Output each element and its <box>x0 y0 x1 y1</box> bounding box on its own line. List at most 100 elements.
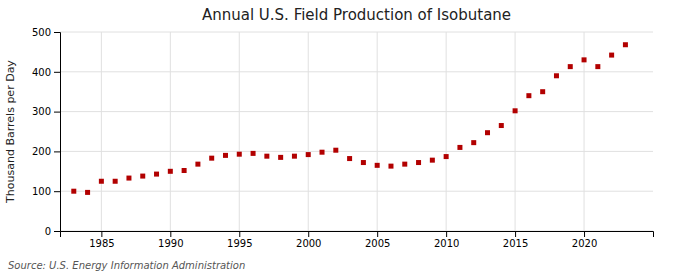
y-axis: 0 100 200 300 400 500 <box>32 27 61 237</box>
x-tick: 2005 <box>365 231 390 249</box>
point <box>154 172 159 177</box>
y-grid-line <box>60 71 653 72</box>
points <box>71 42 628 195</box>
x-tick: 1990 <box>158 231 183 249</box>
x-tick-label: 2010 <box>434 238 459 249</box>
grid <box>60 32 653 231</box>
y-tick-label: 300 <box>32 106 51 117</box>
chart-container: 1985 1990 1995 2000 2005 2010 2015 2020 0 100 200 3… <box>0 0 675 275</box>
point <box>430 158 435 163</box>
y-axis-title: Thousand Barrels per Day <box>4 60 17 204</box>
y-tick-label: 0 <box>45 226 51 237</box>
y-tick-label: 100 <box>32 186 51 197</box>
x-tick-mark <box>584 231 585 237</box>
point <box>85 190 90 195</box>
x-grid-line <box>308 32 309 231</box>
y-tick: 200 <box>32 146 60 157</box>
y-tick-label: 500 <box>32 27 51 38</box>
x-grid-line <box>446 32 447 231</box>
x-tick: 2000 <box>296 231 321 249</box>
x-tick-mark <box>170 231 171 237</box>
x-tick-label: 2005 <box>365 238 390 249</box>
point <box>402 162 407 167</box>
point <box>99 179 104 184</box>
x-tick: 2020 <box>572 231 597 249</box>
x-tick-label: 1985 <box>89 238 114 249</box>
x-tick: 1985 <box>89 231 114 249</box>
y-grid-line <box>60 191 653 192</box>
point <box>278 155 283 160</box>
point <box>292 154 297 159</box>
point <box>347 156 352 161</box>
y-tick-mark <box>54 191 60 192</box>
point <box>444 154 449 159</box>
x-tick: 2010 <box>434 231 459 249</box>
point <box>526 93 531 98</box>
x-grid-line <box>239 32 240 231</box>
x-tick-mark <box>239 231 240 237</box>
y-grid-line <box>60 32 653 33</box>
x-tick-label: 1990 <box>158 238 183 249</box>
y-tick: 400 <box>32 67 60 78</box>
point <box>71 189 76 194</box>
plot-area: 1985 1990 1995 2000 2005 2010 2015 2020 0 100 200 3… <box>32 27 654 249</box>
point <box>513 108 518 113</box>
x-axis: 1985 1990 1995 2000 2005 2010 2015 2020 <box>61 231 654 249</box>
y-tick-label: 400 <box>32 67 51 78</box>
x-tick-mark <box>101 231 102 237</box>
point <box>361 160 366 165</box>
chart-svg: 1985 1990 1995 2000 2005 2010 2015 2020 0 100 200 3… <box>0 0 675 275</box>
point <box>223 153 228 158</box>
point <box>237 152 242 157</box>
point <box>416 160 421 165</box>
y-tick-mark <box>54 32 60 33</box>
point <box>540 89 545 94</box>
y-tick: 500 <box>32 27 60 38</box>
point <box>209 156 214 161</box>
point <box>375 163 380 168</box>
y-tick-mark <box>54 72 60 73</box>
x-grid-line <box>377 32 378 231</box>
x-axis-line <box>61 232 654 238</box>
point <box>582 57 587 62</box>
point <box>554 73 559 78</box>
y-tick: 0 <box>45 226 60 237</box>
y-tick: 300 <box>32 106 60 117</box>
x-tick-label: 1995 <box>227 238 252 249</box>
y-tick-mark <box>54 151 60 152</box>
point <box>306 152 311 157</box>
point <box>457 145 462 150</box>
point <box>609 53 614 58</box>
point <box>140 174 145 179</box>
y-tick: 100 <box>32 186 60 197</box>
point <box>195 162 200 167</box>
point <box>568 64 573 69</box>
point <box>168 169 173 174</box>
point <box>113 179 118 184</box>
point <box>623 42 628 47</box>
point <box>182 168 187 173</box>
x-tick-mark <box>377 231 378 237</box>
y-tick-label: 200 <box>32 146 51 157</box>
x-grid-line <box>101 32 102 231</box>
point <box>595 64 600 69</box>
y-axis-line <box>54 33 61 232</box>
x-tick-mark <box>515 231 516 237</box>
point <box>251 151 256 156</box>
x-tick-label: 2015 <box>503 238 528 249</box>
x-tick-mark <box>308 231 309 237</box>
x-tick: 1995 <box>227 231 252 249</box>
x-grid-line <box>515 32 516 231</box>
point <box>499 123 504 128</box>
source-note: Source: U.S. Energy Information Administ… <box>8 260 245 271</box>
point <box>126 176 131 181</box>
y-grid-line <box>60 111 653 112</box>
x-grid-line <box>170 32 171 231</box>
point <box>471 140 476 145</box>
point <box>264 154 269 159</box>
x-tick-label: 2020 <box>572 238 597 249</box>
title: Annual U.S. Field Production of Isobutan… <box>202 6 511 24</box>
y-tick-mark <box>54 112 60 113</box>
y-grid-line <box>60 151 653 152</box>
x-tick-mark <box>446 231 447 237</box>
